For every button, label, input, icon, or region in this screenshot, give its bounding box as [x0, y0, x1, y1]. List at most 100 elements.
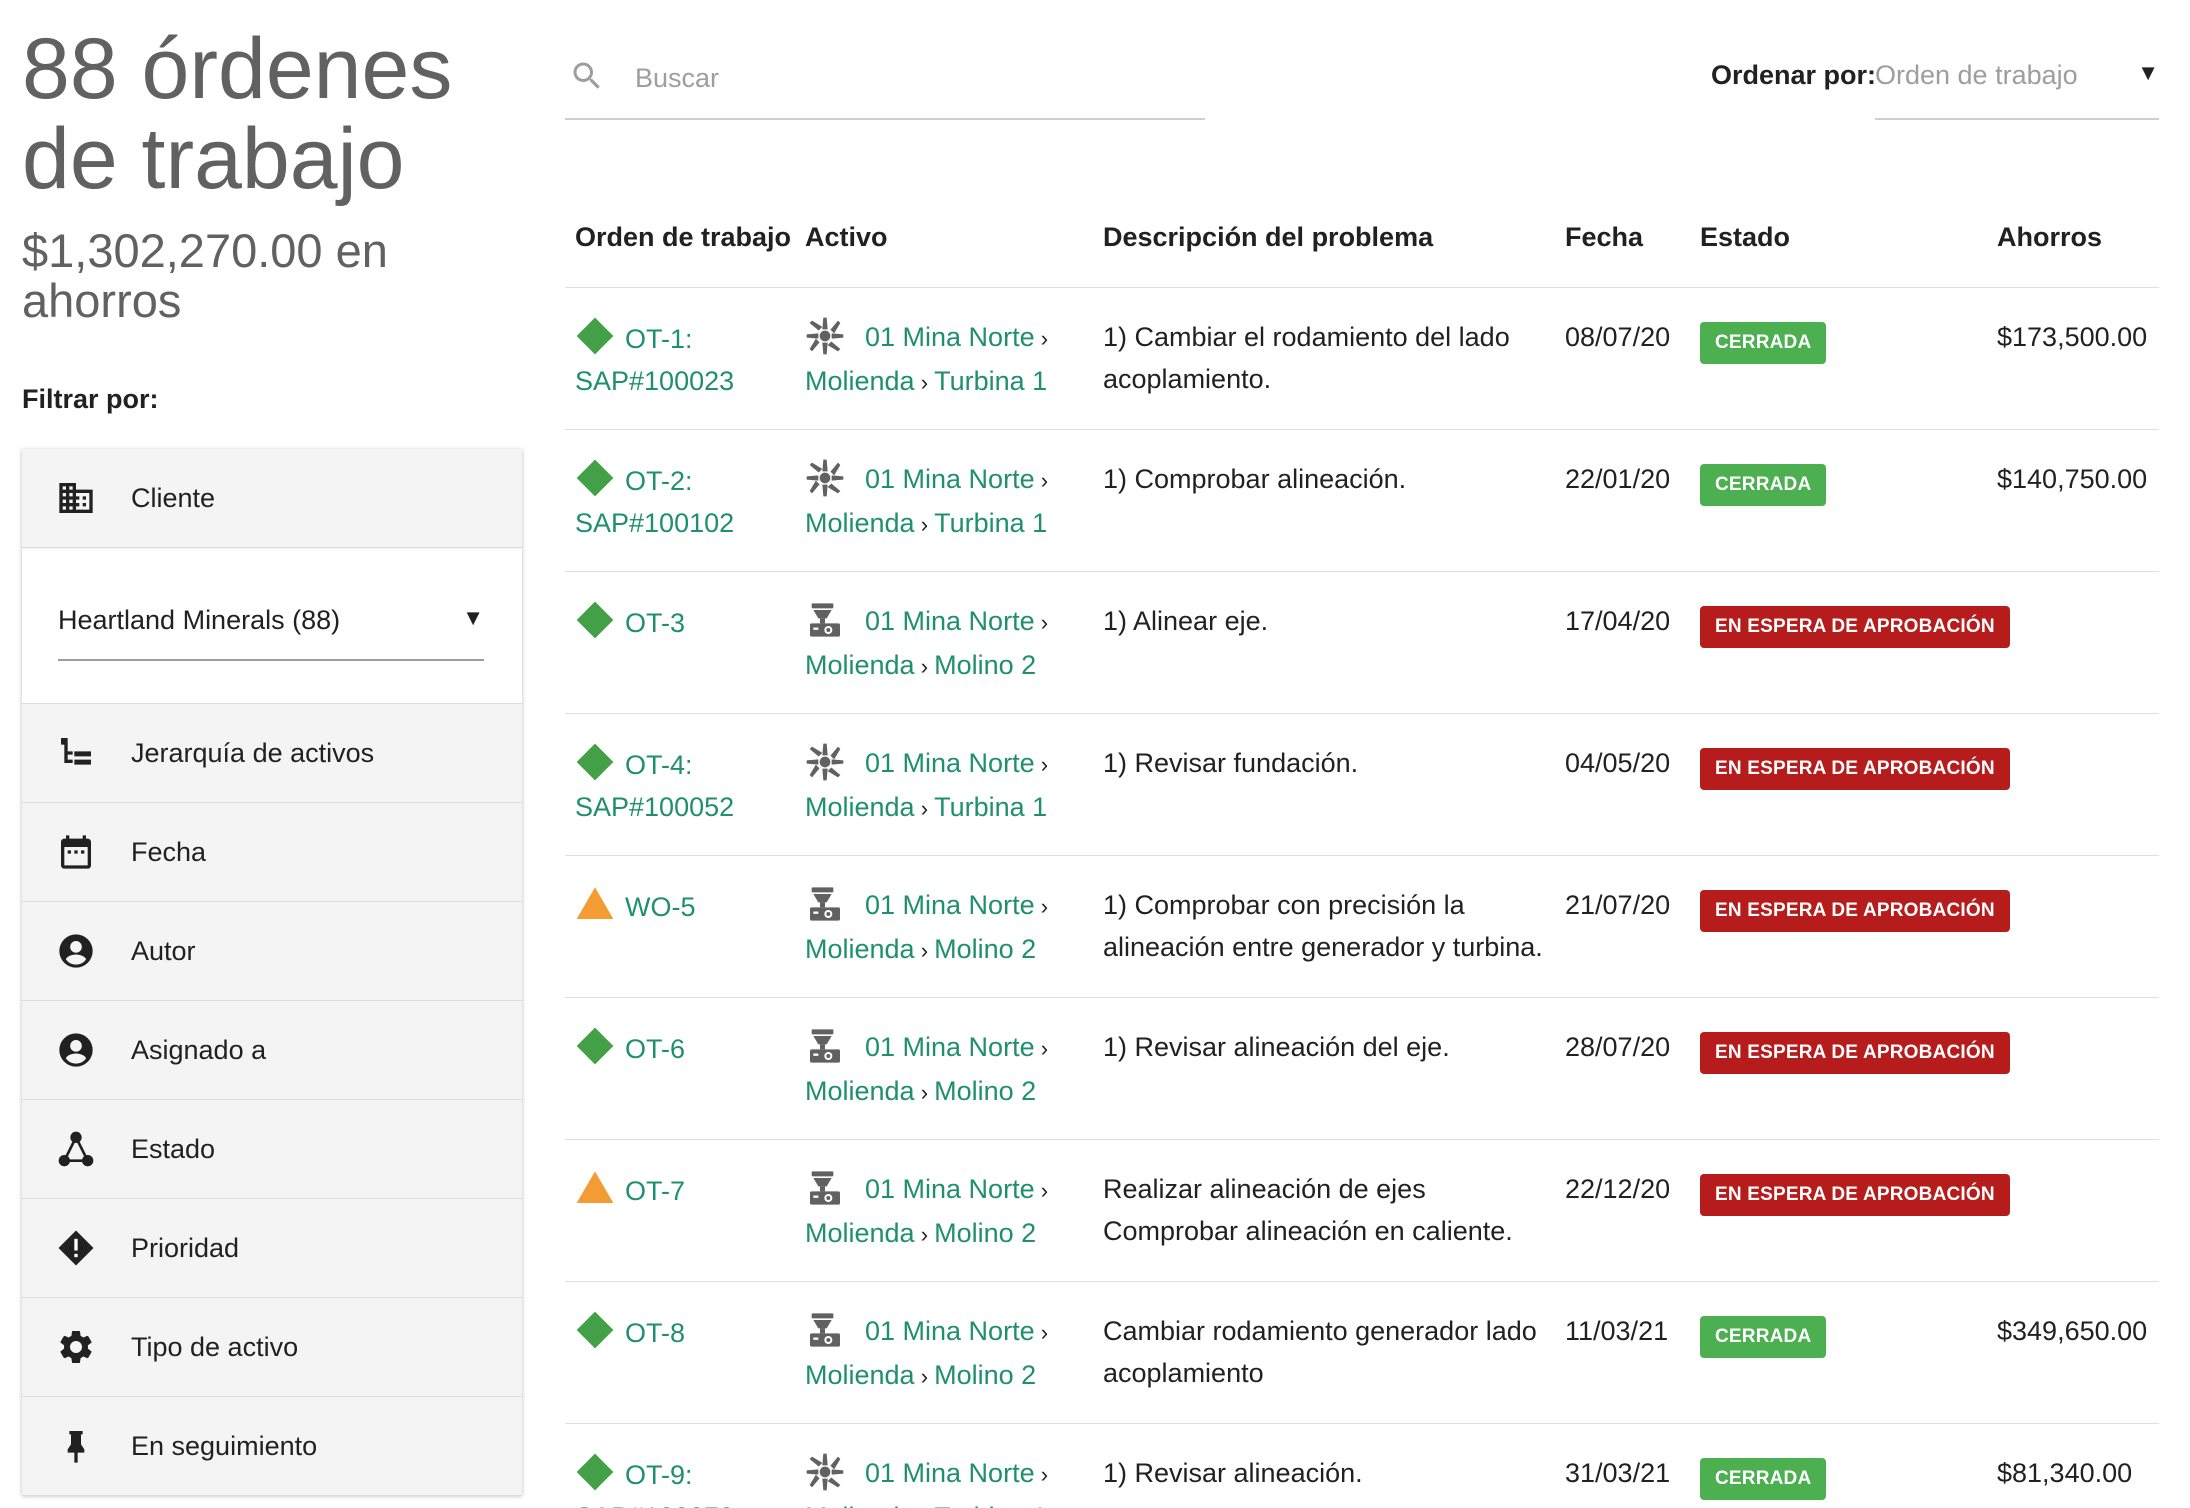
column-header-order[interactable]: Orden de trabajo — [575, 222, 792, 252]
breadcrumb-separator: › — [914, 938, 935, 963]
order-id-link[interactable]: OT-8 — [625, 1317, 686, 1348]
order-id-link[interactable]: OT-2: — [625, 465, 693, 496]
order-id-link[interactable]: OT-9: — [625, 1459, 693, 1490]
filter-label: Asignado a — [131, 1034, 267, 1065]
order-cell: OT-9: SAP#100070 — [575, 1452, 795, 1508]
asset-site-link[interactable]: 01 Mina Norte — [865, 748, 1035, 778]
calendar-icon — [61, 835, 91, 869]
asset-name-link[interactable]: Molino 2 — [934, 650, 1037, 680]
mill-icon — [810, 887, 840, 921]
asset-site-link[interactable]: 01 Mina Norte — [865, 606, 1035, 636]
column-header-date[interactable]: Fecha — [1565, 222, 1644, 252]
search-icon[interactable] — [569, 58, 605, 94]
order-cell: WO-5 — [575, 884, 795, 928]
asset-name-link[interactable]: Turbina 1 — [934, 792, 1048, 822]
asset-name-link[interactable]: Molino 2 — [934, 1360, 1037, 1390]
description-cell: 1) Comprobar alineación. — [1103, 464, 1407, 494]
column-header-description[interactable]: Descripción del problema — [1103, 222, 1434, 252]
asset-area-link[interactable]: Molienda — [805, 1076, 915, 1106]
asset-area-link[interactable]: Molienda — [805, 792, 915, 822]
asset-cell: 01 Mina Norte › Molienda › Turbina 1 — [805, 316, 1095, 404]
mill-icon — [810, 1313, 840, 1347]
status-cell: EN ESPERA DE APROBACIÓN — [1700, 1170, 2010, 1216]
asset-site-link[interactable]: 01 Mina Norte — [865, 464, 1035, 494]
order-id-link[interactable]: OT-6 — [625, 1033, 686, 1064]
table-row[interactable]: OT-9: SAP#100070 01 Mina Norte › Molienda … — [565, 1424, 2159, 1508]
filter-tipo-de-activo[interactable]: Tipo de activo — [22, 1298, 522, 1397]
sap-number-link[interactable]: SAP#100102 — [575, 507, 735, 538]
date-cell: 28/07/20 — [1565, 1032, 1671, 1062]
order-id-link[interactable]: WO-5 — [625, 891, 696, 922]
status-badge: EN ESPERA DE APROBACIÓN — [1700, 606, 2010, 648]
status-cell: EN ESPERA DE APROBACIÓN — [1700, 744, 2010, 790]
asset-name-link[interactable]: Molino 2 — [934, 934, 1037, 964]
filter-estado[interactable]: Estado — [22, 1100, 522, 1199]
asset-cell: 01 Mina Norte › Molienda › Molino 2 — [805, 600, 1095, 688]
table-row[interactable]: OT-6 01 Mina Norte › Molienda › Molino 2 1… — [565, 998, 2159, 1140]
asset-area-link[interactable]: Molienda — [805, 1360, 915, 1390]
asset-cell: 01 Mina Norte › Molienda › Molino 2 — [805, 1310, 1095, 1398]
asset-site-link[interactable]: 01 Mina Norte — [865, 1316, 1035, 1346]
sap-number-link[interactable]: SAP#100052 — [575, 791, 735, 822]
mill-icon — [810, 1029, 840, 1063]
asset-area-link[interactable]: Molienda — [805, 1502, 915, 1508]
asset-site-link[interactable]: 01 Mina Norte — [865, 890, 1035, 920]
order-cell: OT-4: SAP#100052 — [575, 742, 795, 828]
column-header-status[interactable]: Estado — [1700, 222, 1791, 252]
table-row[interactable]: OT-4: SAP#100052 01 Mina Norte › Molienda … — [565, 714, 2159, 856]
savings-cell: $349,650.00 — [1997, 1316, 2148, 1346]
filter-client[interactable]: Cliente — [22, 449, 522, 548]
asset-site-link[interactable]: 01 Mina Norte — [865, 1032, 1035, 1062]
column-header-savings[interactable]: Ahorros — [1997, 222, 2103, 252]
breadcrumb-separator: › — [1034, 1320, 1049, 1345]
client-select[interactable]: Heartland Minerals (88) ▼ — [58, 597, 484, 661]
asset-name-link[interactable]: Turbina 1 — [934, 508, 1048, 538]
table-row[interactable]: OT-1: SAP#100023 01 Mina Norte › Molienda … — [565, 288, 2159, 430]
breadcrumb-separator: › — [1034, 894, 1049, 919]
date-cell: 31/03/21 — [1565, 1458, 1671, 1488]
order-cell: OT-6 — [575, 1026, 795, 1070]
filter-jerarquia-de-activos[interactable]: Jerarquía de activos — [22, 704, 522, 803]
asset-name-link[interactable]: Molino 2 — [934, 1076, 1037, 1106]
turbine-icon — [806, 1453, 844, 1491]
asset-area-link[interactable]: Molienda — [805, 1218, 915, 1248]
asset-cell: 01 Mina Norte › Molienda › Molino 2 — [805, 1168, 1095, 1256]
asset-area-link[interactable]: Molienda — [805, 366, 915, 396]
filter-prioridad[interactable]: Prioridad — [22, 1199, 522, 1298]
priority-3-icon — [576, 459, 614, 497]
filter-label: Jerarquía de activos — [131, 737, 375, 768]
order-id-link[interactable]: OT-7 — [625, 1175, 686, 1206]
asset-area-link[interactable]: Molienda — [805, 508, 915, 538]
sap-number-link[interactable]: SAP#100070 — [575, 1496, 795, 1508]
breadcrumb-separator: › — [1034, 752, 1049, 777]
table-row[interactable]: OT-3 01 Mina Norte › Molienda › Molino 2 1… — [565, 572, 2159, 714]
column-header-asset[interactable]: Activo — [805, 222, 888, 252]
search-input[interactable] — [635, 58, 1195, 98]
order-id-link[interactable]: OT-1: — [625, 323, 693, 354]
asset-site-link[interactable]: 01 Mina Norte — [865, 322, 1035, 352]
table-row[interactable]: OT-2: SAP#100102 01 Mina Norte › Molienda … — [565, 430, 2159, 572]
filter-label: En seguimiento — [131, 1430, 318, 1461]
asset-site-link[interactable]: 01 Mina Norte — [865, 1174, 1035, 1204]
asset-area-link[interactable]: Molienda — [805, 650, 915, 680]
asset-name-link[interactable]: Turbina 1 — [934, 366, 1048, 396]
filter-autor[interactable]: Autor — [22, 902, 522, 1001]
sort-select[interactable]: Orden de trabajo ▼ — [1875, 50, 2159, 120]
priority-3-icon — [576, 743, 614, 781]
filter-en-seguimiento[interactable]: En seguimiento — [22, 1397, 522, 1496]
order-id-link[interactable]: OT-4: — [625, 749, 693, 780]
asset-name-link[interactable]: Molino 2 — [934, 1218, 1037, 1248]
sap-number-link[interactable]: SAP#100023 — [575, 365, 735, 396]
order-id-link[interactable]: OT-3 — [625, 607, 686, 638]
filter-fecha[interactable]: Fecha — [22, 803, 522, 902]
filter-label: Autor — [131, 935, 196, 966]
filter-asignado-a[interactable]: Asignado a — [22, 1001, 522, 1100]
asset-area-link[interactable]: Molienda — [805, 934, 915, 964]
pin-icon — [67, 1431, 85, 1463]
asset-site-link[interactable]: 01 Mina Norte — [865, 1458, 1035, 1488]
turbine-icon — [806, 317, 844, 355]
asset-name-link[interactable]: Turbina 1 — [934, 1502, 1047, 1508]
